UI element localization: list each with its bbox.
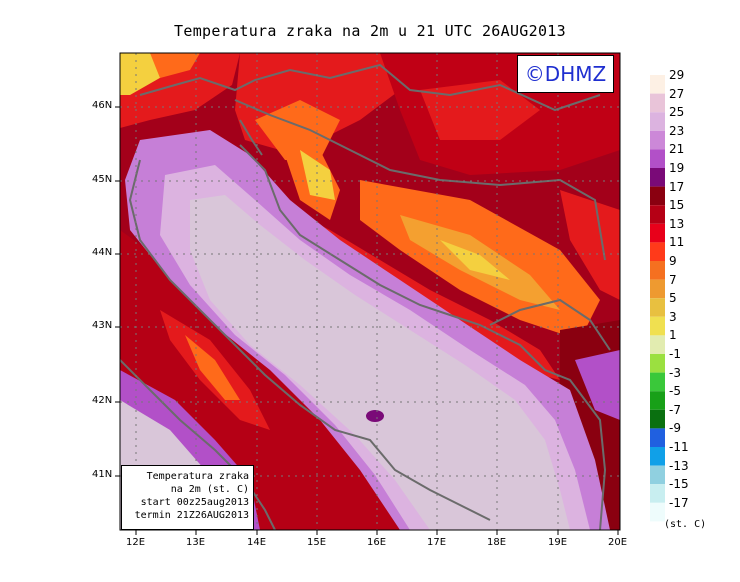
colorbar-label: 11 (669, 235, 685, 250)
colorbar-label: 27 (669, 86, 685, 101)
colorbar-swatch (650, 279, 665, 299)
colorbar-label: -17 (669, 495, 689, 510)
colorbar-swatch (650, 335, 665, 354)
colorbar-label: -9 (669, 421, 681, 436)
colorbar-swatch (650, 205, 665, 224)
colorbar-swatch (650, 502, 665, 522)
info-box: Temperatura zraka na 2m (st. C) start 00… (121, 465, 254, 530)
colorbar-swatch (650, 149, 665, 168)
colorbar-swatch (650, 75, 665, 94)
lon-label-14e: 14E (247, 537, 267, 548)
colorbar-label: -3 (669, 365, 681, 380)
info-line-2: na 2m (st. C) (170, 484, 249, 495)
colorbar-swatch (650, 130, 665, 150)
colorbar-label: -5 (669, 384, 681, 399)
lon-label-12e: 12E (126, 537, 146, 548)
dhmz-copyright-badge: ©DHMZ (517, 55, 614, 93)
lon-label-13e: 13E (186, 537, 206, 548)
colorbar-swatch (650, 391, 665, 410)
field-albania-purple (575, 350, 620, 420)
colorbar-label: 19 (669, 161, 685, 175)
map-title: Temperatura zraka na 2m u 21 UTC 26AUG20… (174, 22, 566, 40)
lat-label-41n: 41N (92, 469, 113, 480)
croatian-coastline (239, 144, 607, 530)
colorbar-swatch (650, 484, 665, 503)
colorbar-label: 21 (669, 142, 685, 157)
colorbar-swatch (650, 316, 665, 336)
colorbar-label: 5 (669, 291, 677, 306)
field-zagorje (255, 100, 340, 160)
boundaries (120, 63, 611, 530)
colorbar-label: -1 (669, 347, 681, 361)
lon-label-20e: 20E (608, 537, 628, 548)
field-apennines-orange (185, 335, 240, 400)
istria-coast (239, 119, 263, 156)
field-adriatic-inner (190, 195, 570, 530)
colorbar-swatch (650, 372, 665, 392)
info-line-4: termin 21Z26AUG2013 (134, 510, 249, 521)
colorbar-swatch (650, 428, 665, 447)
field-serbia (560, 190, 620, 300)
colorbar-swatch (650, 465, 665, 485)
lat-label-42n: 42N (92, 395, 113, 406)
field-gargano-spot (366, 410, 384, 422)
lon-label-16e: 16E (367, 537, 387, 548)
axis-ticks (115, 106, 619, 535)
lat-label-44n: 44N (92, 247, 113, 258)
colorbar-swatch (650, 354, 665, 373)
bosnia-border (234, 99, 606, 261)
lon-label-18e: 18E (487, 537, 507, 548)
colorbar-label: -15 (669, 477, 689, 492)
colorbar-label: 15 (669, 198, 685, 213)
colorbar-swatch (650, 261, 665, 280)
colorbar-label: -7 (669, 402, 681, 417)
colorbar-swatch (650, 112, 665, 131)
colorbar-swatch (650, 409, 665, 429)
info-line-3: start 00z25aug2013 (140, 497, 249, 508)
lon-label-17e: 17E (427, 537, 447, 548)
lat-label-45n: 45N (92, 174, 113, 185)
graticule (120, 53, 620, 530)
colorbar-label: -13 (669, 458, 689, 473)
colorbar-label: 3 (669, 309, 677, 324)
colorbar-swatch (650, 447, 665, 466)
colorbar-label: 17 (669, 179, 685, 194)
colorbar-label: 25 (669, 105, 685, 120)
colorbar-label: -11 (669, 440, 689, 454)
montenegro-border (489, 298, 611, 351)
field-lika-yellow (300, 150, 335, 200)
colorbar-label: 23 (669, 123, 685, 138)
colorbar-swatch (650, 186, 665, 206)
field-bosnia-yellow (440, 240, 510, 280)
lat-label-46n: 46N (92, 100, 113, 111)
colorbar-label: 29 (669, 68, 685, 82)
colorbar-swatch (650, 93, 665, 113)
field-po-orange (150, 53, 200, 78)
lon-label-19e: 19E (548, 537, 568, 548)
italian-west-coastline (120, 359, 276, 530)
lon-label-15e: 15E (307, 537, 327, 548)
colorbar-label: 9 (669, 254, 677, 268)
colorbar-label: 1 (669, 328, 677, 343)
temperature-field (120, 53, 620, 530)
colorbar-swatch (650, 223, 665, 243)
colorbar (650, 75, 665, 522)
colorbar-label: 7 (669, 272, 677, 287)
info-line-1: Temperatura zraka (146, 471, 249, 482)
colorbar-units: (st. C) (664, 519, 707, 530)
colorbar-swatch (650, 298, 665, 317)
map-frame (119, 52, 621, 531)
northern-border (139, 63, 601, 112)
colorbar-label: 13 (669, 216, 685, 231)
colorbar-swatch (650, 242, 665, 261)
lat-label-43n: 43N (92, 320, 113, 331)
colorbar-swatch (650, 168, 665, 187)
italian-east-coastline (128, 159, 491, 521)
